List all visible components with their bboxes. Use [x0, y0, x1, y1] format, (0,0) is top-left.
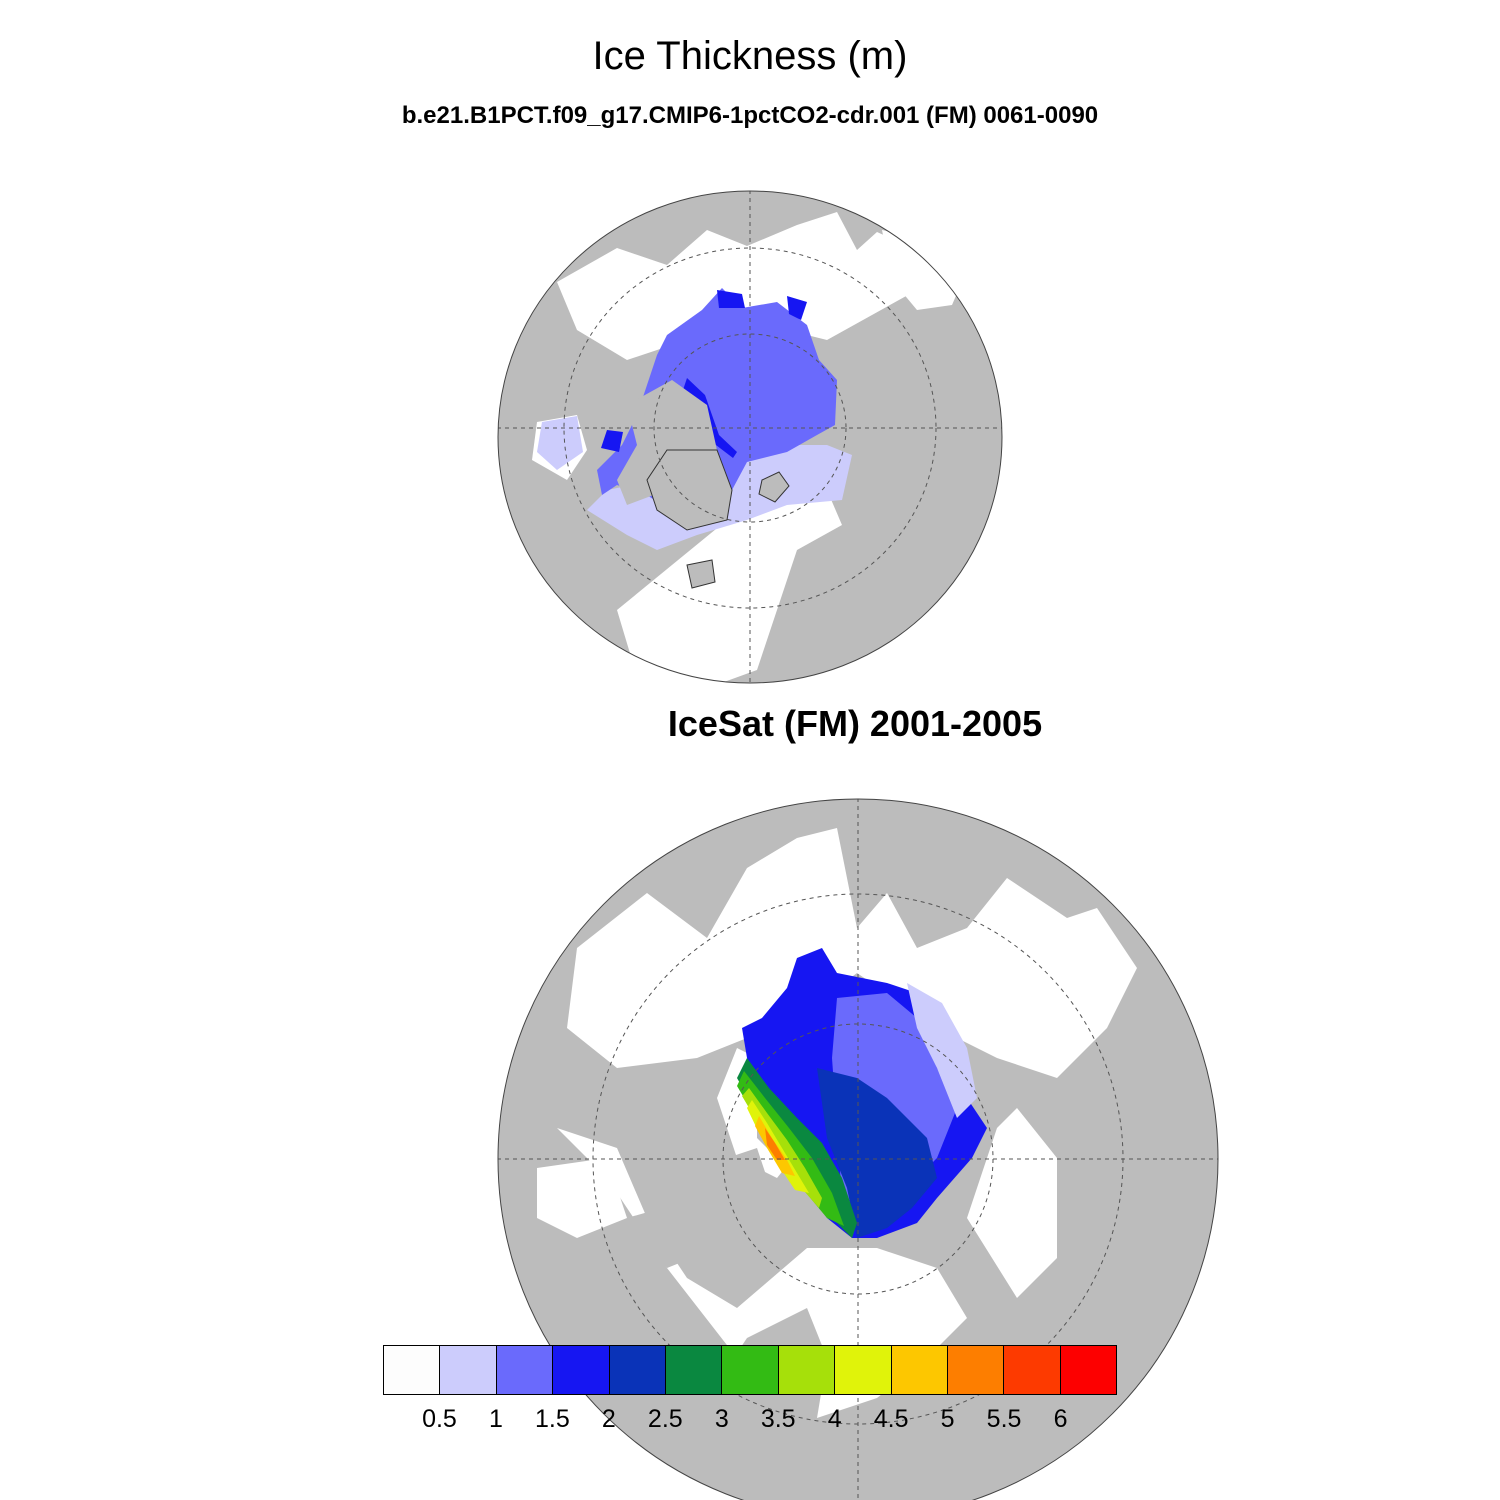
colorbar-label: 0.5 — [422, 1405, 457, 1433]
colorbar-swatch-4 — [609, 1346, 666, 1394]
colorbar-label: 3 — [714, 1405, 729, 1433]
colorbar-label: 4 — [827, 1405, 842, 1433]
colorbar-swatch-0 — [384, 1346, 441, 1394]
colorbar-label: 1 — [488, 1405, 503, 1433]
colorbar-swatch-9 — [891, 1346, 948, 1394]
colorbar-swatch-3 — [553, 1346, 610, 1394]
colorbar-labels: 0.5 1 1.5 2 2.5 3 3.5 4 4.5 5 5.5 6 — [383, 1405, 1117, 1437]
colorbar-swatch-8 — [835, 1346, 892, 1394]
colorbar-label: 5 — [940, 1405, 955, 1433]
colorbar-label: 3.5 — [760, 1405, 796, 1433]
colorbar-swatch-5 — [665, 1346, 723, 1394]
colorbar-swatch-11 — [1004, 1346, 1061, 1394]
colorbar-swatch-6 — [722, 1346, 779, 1394]
colorbar-label: 2.5 — [647, 1405, 683, 1433]
colorbar — [383, 1345, 1117, 1395]
colorbar-swatch-2 — [496, 1346, 554, 1394]
colorbar-label: 5.5 — [986, 1405, 1022, 1433]
model-run-subtitle: b.e21.B1PCT.f09_g17.CMIP6-1pctCO2-cdr.00… — [401, 102, 1099, 129]
observation-title: IceSat (FM) 2001-2005 — [667, 703, 1043, 744]
colorbar-label: 4.5 — [873, 1405, 909, 1433]
model-polar-map — [497, 190, 1003, 684]
colorbar-label: 6 — [1053, 1405, 1068, 1433]
colorbar-swatch-7 — [778, 1346, 836, 1394]
colorbar-label: 2 — [601, 1405, 616, 1433]
colorbar-swatch-10 — [947, 1346, 1005, 1394]
colorbar-swatch-1 — [440, 1346, 497, 1394]
colorbar-swatch-12 — [1060, 1346, 1117, 1394]
colorbar-label: 1.5 — [534, 1405, 570, 1433]
figure-title: Ice Thickness (m) — [592, 34, 908, 78]
